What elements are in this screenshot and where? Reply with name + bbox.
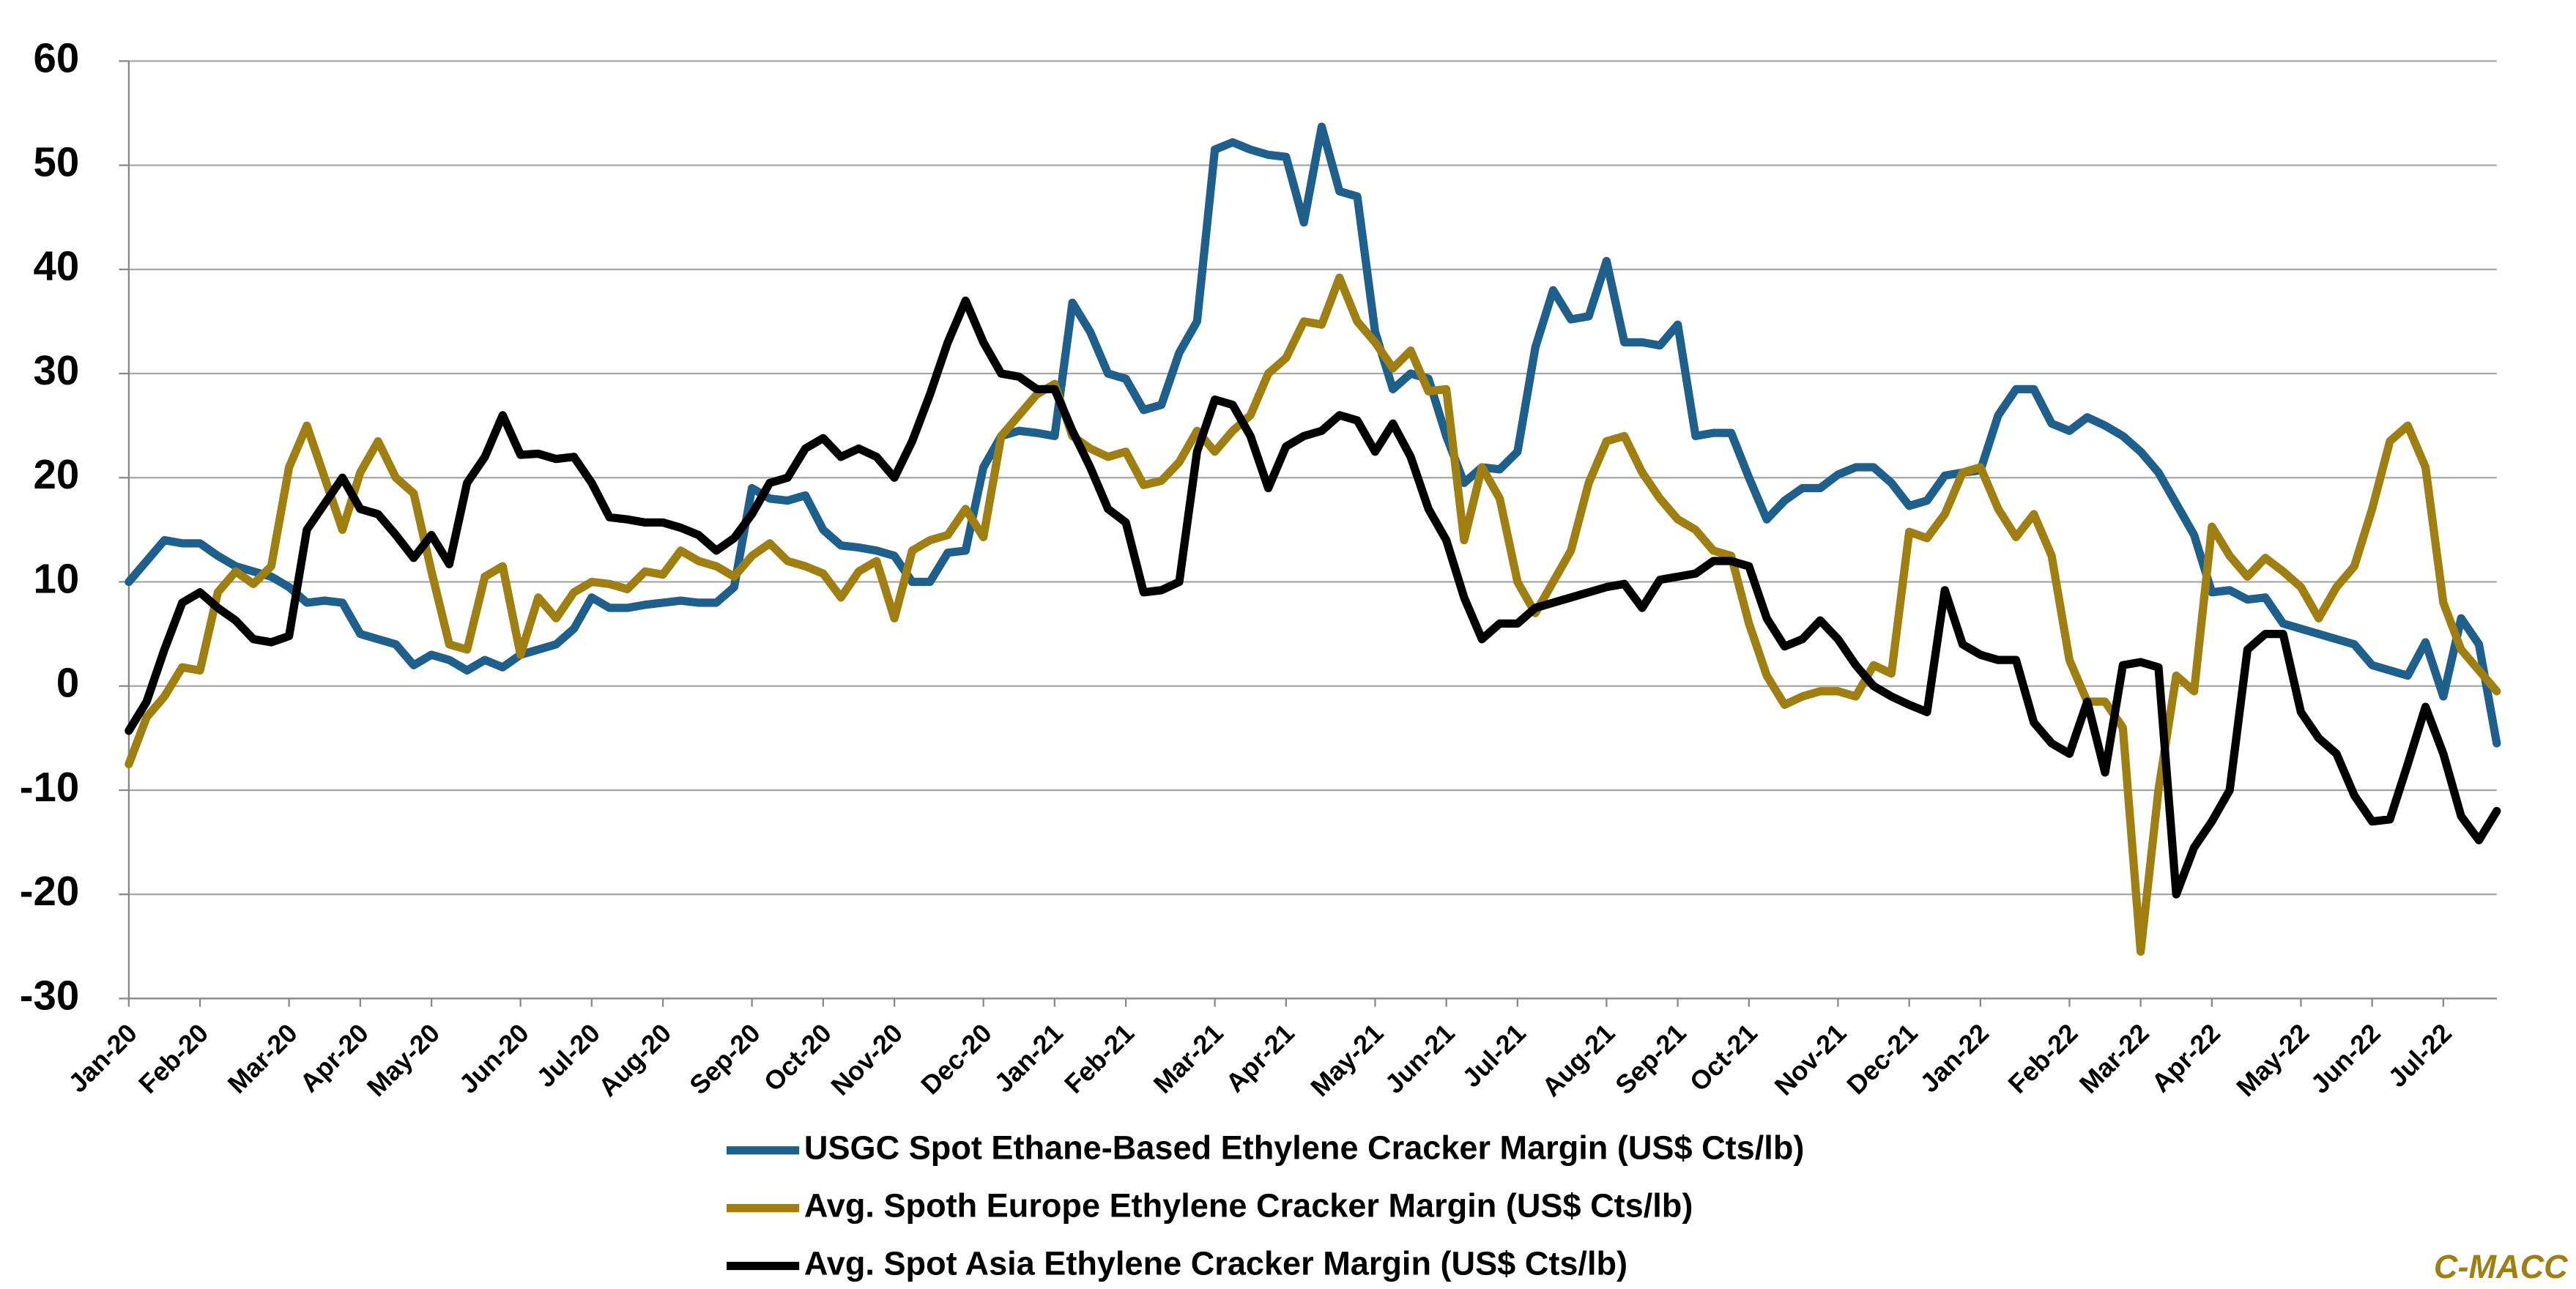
x-tick-label: Nov-21 bbox=[1769, 1018, 1852, 1102]
x-tick-label: Dec-21 bbox=[1841, 1018, 1923, 1101]
x-tick-label: Mar-20 bbox=[222, 1018, 303, 1099]
x-tick-label: May-22 bbox=[2230, 1018, 2315, 1102]
series-line bbox=[125, 273, 2501, 956]
series-line bbox=[125, 296, 2501, 899]
x-tick-label: Jun-20 bbox=[453, 1018, 535, 1099]
x-tick-label: Oct-21 bbox=[1684, 1018, 1763, 1097]
x-tick-label: Sep-20 bbox=[683, 1018, 766, 1101]
x-tick-label: Apr-20 bbox=[294, 1018, 374, 1099]
x-tick-label: Apr-22 bbox=[2145, 1018, 2226, 1099]
x-tick-label: Aug-21 bbox=[1536, 1018, 1620, 1102]
x-tick-label: Jun-21 bbox=[1379, 1018, 1460, 1099]
x-tick-label: Mar-22 bbox=[2074, 1018, 2155, 1099]
x-tick-label: Apr-21 bbox=[1220, 1018, 1300, 1099]
legend-label: USGC Spot Ethane-Based Ethylene Cracker … bbox=[804, 1129, 1804, 1167]
y-tick-label: 10 bbox=[34, 555, 80, 601]
x-tick-label: May-20 bbox=[361, 1018, 445, 1102]
legend-label: Avg. Spoth Europe Ethylene Cracker Margi… bbox=[804, 1186, 1693, 1224]
x-tick-label: Jul-22 bbox=[2382, 1018, 2457, 1093]
y-tick-label: -20 bbox=[20, 868, 79, 914]
y-tick-label: -10 bbox=[20, 764, 79, 810]
y-tick-label: -30 bbox=[20, 972, 79, 1018]
y-tick-label: 40 bbox=[34, 243, 80, 289]
x-tick-label: Nov-20 bbox=[825, 1018, 908, 1102]
x-tick-label: Aug-20 bbox=[593, 1018, 677, 1102]
x-tick-label: Feb-20 bbox=[133, 1018, 214, 1099]
x-tick-label: May-21 bbox=[1304, 1018, 1389, 1102]
x-tick-label: Jan-21 bbox=[988, 1018, 1069, 1099]
x-tick-label: Feb-21 bbox=[1058, 1018, 1140, 1099]
y-tick-label: 0 bbox=[56, 660, 79, 706]
y-tick-label: 20 bbox=[34, 451, 80, 497]
x-tick-label: Mar-21 bbox=[1148, 1018, 1229, 1099]
y-tick-label: 50 bbox=[34, 139, 80, 185]
x-tick-label: Oct-20 bbox=[758, 1018, 837, 1097]
x-tick-label: Jul-21 bbox=[1456, 1018, 1532, 1093]
legend-label: Avg. Spot Asia Ethylene Cracker Margin (… bbox=[804, 1244, 1627, 1282]
x-tick-label: Jun-22 bbox=[2305, 1018, 2386, 1099]
x-tick-label: Feb-22 bbox=[2002, 1018, 2083, 1099]
y-tick-label: 60 bbox=[34, 34, 80, 81]
x-tick-label: Jan-20 bbox=[62, 1018, 143, 1099]
x-tick-label: Jan-22 bbox=[1914, 1018, 1994, 1099]
x-tick-label: Dec-20 bbox=[915, 1018, 998, 1101]
y-tick-label: 30 bbox=[34, 347, 80, 393]
source: C-MACC bbox=[2434, 1248, 2569, 1285]
x-tick-label: Sep-21 bbox=[1609, 1018, 1692, 1101]
